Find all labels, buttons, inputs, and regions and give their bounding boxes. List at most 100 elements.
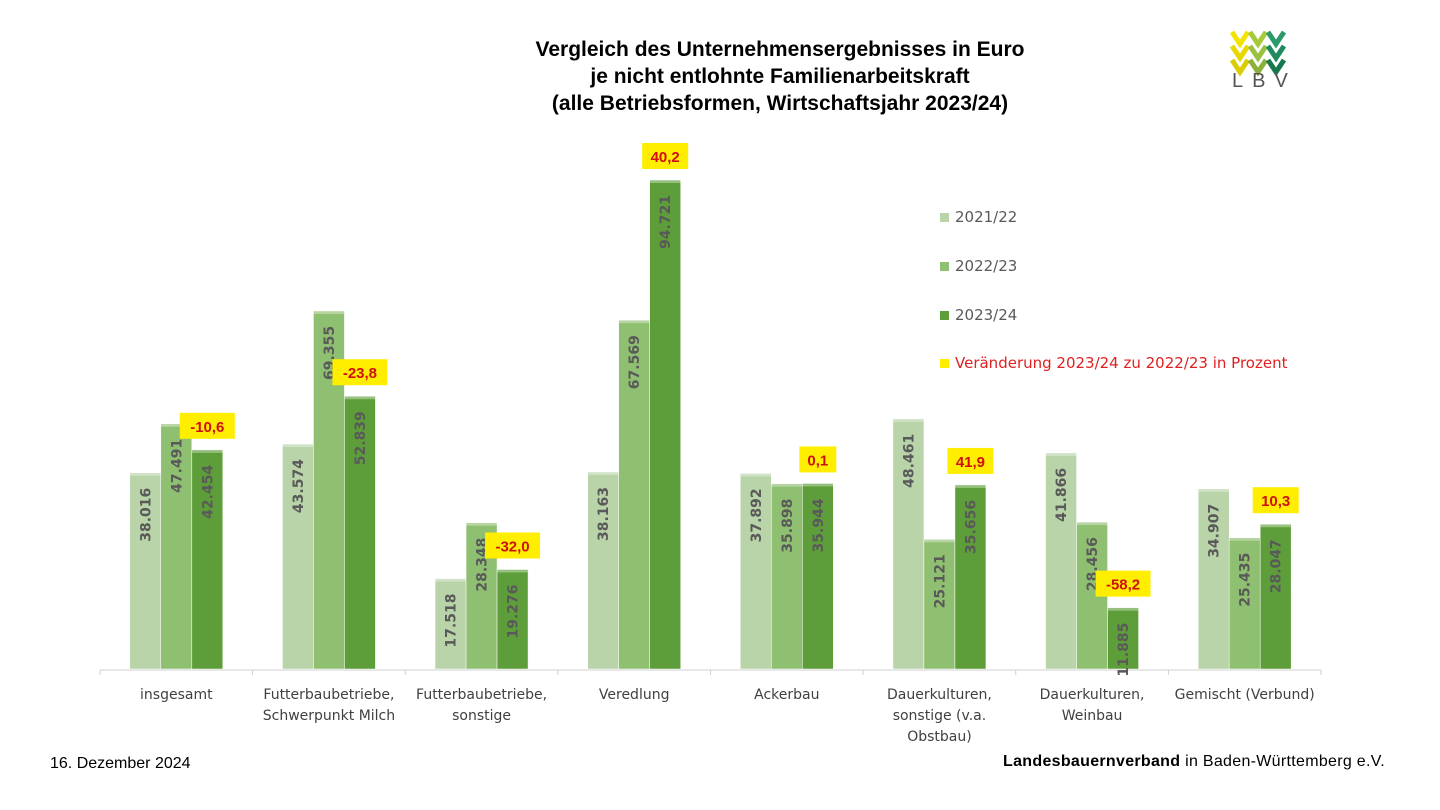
data-label: 47.491 (169, 439, 185, 493)
footer-org-bold: Landesbauernverband (1003, 753, 1181, 770)
change-label: -23,8 (343, 365, 377, 382)
data-label: 48.461 (901, 434, 917, 488)
data-label: 11.885 (1116, 623, 1132, 677)
data-label: 34.907 (1207, 504, 1223, 558)
category-label: Weinbau (1062, 708, 1123, 724)
bar (892, 418, 925, 670)
bar (923, 539, 956, 670)
bar (649, 179, 681, 670)
category-label: Dauerkulturen, (1040, 687, 1145, 703)
data-label: 38.163 (596, 487, 612, 541)
change-label-box (1252, 487, 1299, 514)
bar-top-highlight (649, 180, 681, 183)
data-label: 41.866 (1054, 468, 1070, 522)
category-label: Futterbaubetriebe, (416, 687, 547, 703)
legend-label-change: Veränderung 2023/24 zu 2022/23 in Prozen… (955, 354, 1288, 372)
category-label: insgesamt (140, 687, 213, 703)
change-label-box (799, 446, 837, 473)
legend-item-change: Veränderung 2023/24 zu 2022/23 in Prozen… (940, 354, 1287, 372)
title-line-1: Vergleich des Unternehmensergebnisses in… (535, 38, 1025, 61)
change-label-box (947, 447, 994, 474)
data-label: 35.898 (780, 499, 796, 553)
change-label: -10,6 (190, 419, 224, 436)
bar-top-highlight (1107, 607, 1139, 611)
data-label: 35.656 (963, 500, 979, 554)
lbv-logo-icon (1229, 30, 1287, 77)
category-label: Gemischt (Verbund) (1175, 687, 1315, 703)
data-label: 28.047 (1269, 539, 1285, 593)
change-label-box (485, 532, 541, 559)
chart-title: Vergleich des Unternehmensergebnisses in… (480, 36, 1080, 117)
bar (771, 483, 803, 670)
legend-swatch-2023-24 (940, 310, 949, 320)
bar-top-highlight (1198, 488, 1230, 492)
bar-top-highlight (923, 539, 955, 543)
legend-label-2023-24: 2023/24 (955, 306, 1018, 324)
data-label: 35.944 (811, 498, 827, 552)
legend-label-2021-22: 2021/22 (955, 208, 1018, 226)
category-label: Ackerbau (754, 687, 819, 703)
bar (1045, 452, 1077, 670)
legend-swatch-2021-22 (940, 212, 949, 222)
category-label: sonstige (452, 708, 511, 724)
bar-top-highlight (160, 423, 192, 427)
legend-item-2021-22: 2021/22 (940, 208, 1017, 226)
bar-top-highlight (466, 522, 498, 526)
data-label: 43.574 (291, 459, 307, 513)
category-label: Futterbaubetriebe, (263, 687, 394, 703)
change-label: 0,1 (807, 452, 828, 469)
data-label: 38.016 (138, 488, 154, 542)
bar-top-highlight (129, 472, 161, 476)
change-label-box (642, 143, 689, 169)
change-label: 41,9 (956, 454, 985, 471)
data-label: 25.121 (932, 554, 948, 608)
footer-date: 16. Dezember 2024 (50, 755, 191, 772)
bar-top-highlight (1229, 537, 1261, 541)
bar-top-highlight (1260, 524, 1292, 528)
bar (434, 578, 467, 670)
data-label: 17.518 (444, 594, 460, 648)
bar-top-highlight (313, 310, 345, 314)
bar-top-highlight (802, 483, 834, 487)
bar-top-highlight (740, 473, 772, 477)
bar (1228, 537, 1261, 670)
bar (1107, 607, 1139, 670)
data-label: 19.276 (506, 584, 522, 638)
data-label: 42.454 (200, 465, 216, 519)
bar (344, 395, 376, 670)
change-label-box (332, 359, 388, 386)
bar (160, 423, 193, 670)
data-label: 52.839 (353, 411, 369, 465)
bar (191, 449, 224, 670)
change-label: 40,2 (651, 149, 680, 166)
data-label: 67.569 (627, 335, 643, 389)
bar (587, 471, 619, 670)
data-label: 25.435 (1238, 553, 1254, 607)
bar-top-highlight (618, 320, 650, 324)
legend-swatch-2022-23 (940, 261, 949, 271)
category-label: sonstige (v.a. (893, 708, 987, 724)
data-label: 94.721 (658, 195, 674, 249)
bar-top-highlight (282, 444, 314, 448)
category-label: Obstbau) (907, 729, 972, 745)
change-label-box (179, 412, 235, 439)
category-label: Schwerpunkt Milch (263, 708, 395, 724)
data-label: 37.892 (749, 488, 765, 542)
footer-org-rest: in Baden-Württemberg e.V. (1180, 753, 1385, 770)
change-label: -58,2 (1106, 577, 1140, 594)
title-line-2: je nicht entlohnte Familienarbeitskraft (590, 65, 970, 88)
bar-top-highlight (1076, 522, 1108, 526)
category-label: Dauerkulturen, (887, 687, 992, 703)
legend-item-2022-23: 2022/23 (940, 257, 1017, 275)
bar (1259, 523, 1292, 670)
logo-text: LBV (1232, 70, 1297, 92)
bar-top-highlight (191, 449, 223, 453)
legend-swatch-change (940, 358, 949, 368)
footer-organization: Landesbauernverband in Baden-Württemberg… (1003, 753, 1385, 771)
bar (129, 472, 162, 670)
bar (954, 484, 987, 670)
change-label-box (1095, 570, 1151, 597)
bar (496, 569, 529, 670)
legend-label-2022-23: 2022/23 (955, 257, 1018, 275)
bar-top-highlight (435, 578, 467, 582)
